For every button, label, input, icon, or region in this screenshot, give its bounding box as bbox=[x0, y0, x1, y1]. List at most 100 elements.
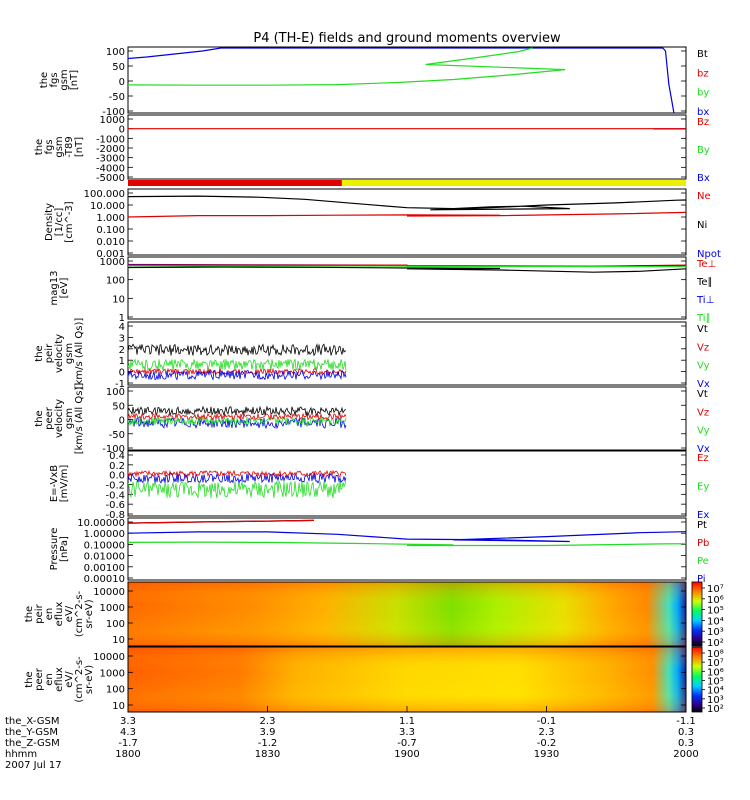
ephemeris-value: -0.1 bbox=[537, 716, 557, 727]
y-tick-label: 0.4 bbox=[109, 451, 125, 462]
y-axis-label: eV/ bbox=[64, 671, 75, 688]
y-tick-label: 0.100 bbox=[96, 225, 125, 236]
y-tick-label: 0.01000 bbox=[84, 552, 125, 563]
y-axis-label: [cm^-3] bbox=[64, 201, 75, 242]
y-tick-label: -5000 bbox=[96, 173, 125, 184]
legend-entry: Pt bbox=[697, 520, 707, 531]
y-tick-label: 10000 bbox=[93, 652, 125, 663]
panel-frame bbox=[127, 188, 687, 256]
y-tick-label: 0 bbox=[119, 368, 125, 379]
ephemeris-value: 0.3 bbox=[678, 738, 694, 749]
y-tick-label: 10 bbox=[112, 294, 125, 305]
ephemeris-value: 3.9 bbox=[260, 727, 276, 738]
y-axis-label: (cm^2-s- bbox=[74, 656, 85, 703]
colorbar-tick-label: 10³ bbox=[707, 627, 724, 638]
spectrogram-shading bbox=[128, 647, 686, 712]
y-tick-label: -1 bbox=[115, 379, 125, 390]
y-tick-label: 100.000 bbox=[84, 189, 125, 200]
colorbar-tick-label: 10² bbox=[707, 638, 724, 649]
plot-area bbox=[128, 343, 347, 381]
y-tick-label: 50 bbox=[112, 401, 125, 412]
y-tick-label: 0 bbox=[119, 77, 125, 88]
ephemeris-value: 4.3 bbox=[120, 727, 136, 738]
legend-entry: Ti⊥ bbox=[696, 295, 714, 306]
y-axis-label: gsm bbox=[64, 408, 75, 429]
ephemeris-value: -1.2 bbox=[258, 738, 278, 749]
y-axis-label: [km/s (All Qs)] bbox=[74, 383, 85, 455]
legend-entry: Ex bbox=[697, 510, 709, 521]
panel-1: 100 50 0 -50 -100 the fgs gsm [nT] Bt bz by bx bbox=[39, 46, 709, 118]
panel-3: 100.00010.0001.0000.1000.0100.001 Density… bbox=[44, 188, 721, 260]
y-axis-label: the bbox=[34, 345, 45, 361]
colorbar-tick-label: 10⁸ bbox=[707, 649, 724, 660]
panel-frame bbox=[127, 517, 687, 581]
y-axis-label: the bbox=[24, 606, 35, 622]
y-axis-label: (cm^2-s- bbox=[74, 590, 85, 637]
y-tick-label: -50 bbox=[109, 92, 125, 103]
series-Ni-line bbox=[128, 195, 686, 211]
series-Vx-trace bbox=[128, 369, 347, 381]
plot-area bbox=[128, 47, 675, 113]
ephemeris-row-label: the_Y-GSM bbox=[5, 727, 58, 738]
colorbar-tick-label: 10² bbox=[707, 704, 724, 715]
y-tick-label: 0.010 bbox=[96, 237, 125, 248]
legend-entry: Bt bbox=[697, 49, 708, 60]
y-axis-label: eflux bbox=[54, 602, 65, 627]
y-axis-label: fgs bbox=[44, 139, 55, 154]
y-axis-label: the bbox=[34, 410, 45, 426]
legend-entry: Pe bbox=[697, 556, 709, 567]
series-Vy-trace bbox=[128, 416, 347, 426]
y-tick-label: 0.0 bbox=[109, 471, 125, 482]
series-bx-line bbox=[128, 47, 675, 113]
y-axis-label: eV/ bbox=[64, 605, 75, 622]
y-tick-label: 10.000 bbox=[90, 201, 125, 212]
y-tick-label: 1 bbox=[119, 356, 125, 367]
legend-entry: Vy bbox=[697, 361, 710, 372]
legend-entry: Vz bbox=[697, 342, 709, 353]
colorbar bbox=[691, 581, 703, 647]
ephemeris-value: 1800 bbox=[115, 749, 140, 760]
ephemeris-value: -0.7 bbox=[397, 738, 417, 749]
series-Ey-trace bbox=[128, 480, 347, 499]
series-Vt-trace bbox=[128, 343, 347, 357]
series-Vy-trace bbox=[128, 358, 347, 371]
y-tick-label: 0 bbox=[119, 125, 125, 136]
y-tick-label: 100 bbox=[106, 685, 125, 696]
legend-entry: Vz bbox=[697, 407, 709, 418]
y-axis-label: mag13 bbox=[49, 271, 60, 306]
y-tick-label: 1000 bbox=[100, 115, 125, 126]
colorbar-tick-label: 10⁴ bbox=[707, 616, 724, 627]
legend-entry: Ni bbox=[697, 220, 707, 231]
series-Bz-line bbox=[128, 128, 686, 130]
plot-area bbox=[128, 469, 347, 499]
legend-entry: Ti∥ bbox=[696, 313, 711, 324]
y-tick-label: 10.00000 bbox=[77, 518, 125, 529]
y-axis-label: the bbox=[39, 72, 50, 88]
y-axis-label: [nPa] bbox=[59, 536, 70, 562]
y-axis-label: [mV/m] bbox=[59, 465, 70, 503]
series-by-line bbox=[128, 47, 566, 86]
legend-entry: Te⊥ bbox=[696, 259, 716, 270]
legend-entry: bx bbox=[697, 107, 709, 118]
y-tick-label: -1000 bbox=[96, 134, 125, 145]
colorbar-tick-label: 10⁷ bbox=[707, 584, 724, 595]
y-tick-label: -2000 bbox=[96, 144, 125, 155]
legend-entry: Bx bbox=[697, 173, 710, 184]
y-tick-label: 1000 bbox=[100, 257, 125, 268]
y-tick-label: -50 bbox=[109, 430, 125, 441]
y-tick-label: 1000 bbox=[100, 668, 125, 679]
ephemeris-value: 3.3 bbox=[399, 727, 415, 738]
y-tick-label: -0.8 bbox=[105, 510, 125, 521]
panel-frame bbox=[127, 581, 687, 647]
figure-title: P4 (TH-E) fields and ground moments over… bbox=[253, 31, 561, 46]
series-Pe-line bbox=[128, 541, 686, 547]
y-axis-label: velocity bbox=[54, 334, 65, 373]
y-tick-label: 50 bbox=[112, 62, 125, 73]
colorbar bbox=[691, 646, 703, 713]
series-Ti-line bbox=[128, 265, 686, 268]
ephemeris-value: 3.3 bbox=[120, 716, 136, 727]
y-tick-label: -4000 bbox=[96, 163, 125, 174]
y-tick-label: 0.2 bbox=[109, 461, 125, 472]
panel-7: 0.40.20.0-0.2-0.4-0.6-0.8 E=-VxB [mV/m] Ez E… bbox=[49, 450, 709, 521]
series-Vt-trace bbox=[128, 405, 347, 417]
